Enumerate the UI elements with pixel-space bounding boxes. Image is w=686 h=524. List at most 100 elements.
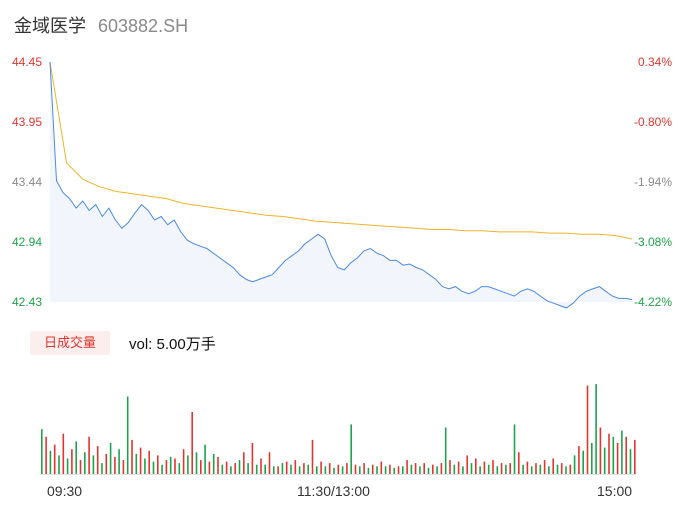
volume-bar [290,464,292,474]
volume-bar [303,463,305,474]
price-tick-label: 44.45 [12,55,43,69]
stock-code: 603882.SH [98,16,189,36]
volume-bar [543,460,546,474]
volume-bar [204,444,206,474]
volume-bar [436,466,438,475]
volume-bar [402,466,404,475]
volume-bar [492,460,494,474]
volume-bar [139,447,142,474]
price-tick-label: 43.95 [12,115,43,129]
volume-bar [427,467,430,474]
volume-bar [453,464,456,474]
volume-bar [621,430,623,474]
volume-bar [634,439,636,474]
volume-bar [535,463,537,474]
volume-bar [608,433,610,474]
x-tick-open: 09:30 [47,483,83,499]
volume-bar [247,463,249,474]
volume-bar [217,456,219,474]
volume-bar [208,461,211,474]
volume-bar [419,466,421,475]
volume-bar [522,464,524,474]
volume-bar [616,443,619,474]
volume-bar [152,461,155,474]
volume-bar [629,449,632,474]
volume-bar [496,466,499,475]
volume-bar [109,443,112,474]
volume-bar [397,466,400,475]
volume-bar [165,460,168,474]
volume-bar [350,424,352,474]
volume-bar [612,436,615,474]
volume-bar [552,458,554,474]
x-tick-midday: 11:30/13:00 [297,483,370,499]
avg-price-line [49,61,633,240]
volume-bar [88,436,90,474]
volume-bar [444,427,447,474]
volume-bar [45,436,47,474]
volume-bar [126,396,129,474]
stock-header: 金域医学 603882.SH [14,12,188,40]
volume-bar [578,446,580,474]
volume-bar [569,464,572,474]
volume-bar [367,467,370,474]
stock-name: 金域医学 [14,16,86,37]
volume-bar [526,461,529,474]
volume-bar [200,460,202,474]
volume-bar [307,464,309,474]
volume-bar [148,450,150,475]
volume-bar [599,427,602,474]
volume-bar [573,455,576,474]
volume-bar [487,464,490,474]
volume-bar [333,467,335,474]
volume-bar [560,463,563,474]
volume-bar [470,463,473,474]
volume-bar [75,441,77,474]
volume-bar [586,385,589,474]
volume-bar [225,461,228,474]
volume-bar [49,450,52,475]
volume-label-badge: 日成交量 [30,331,110,355]
volume-bar [346,463,348,474]
volume-bar [58,455,60,474]
volume-bar [406,460,408,474]
volume-bar [505,464,507,474]
volume-bar [389,464,391,474]
volume-bar [53,444,56,474]
volume-bar [182,449,185,474]
volume-bar [238,460,241,474]
price-area-fill [50,62,632,308]
volume-bar [376,466,378,475]
volume-bar [371,464,374,474]
volume-bar [122,460,125,474]
volume-bar [71,449,73,474]
volume-bar [548,466,550,475]
volume-bar [96,446,99,474]
volume-bar [101,463,103,474]
volume-bar [234,463,236,474]
volume-bar [423,463,425,474]
volume-bar [462,466,464,475]
volume-bar [268,452,271,474]
volume-bar [483,461,486,474]
volume-bar [243,452,245,474]
volume-bar [169,456,172,474]
volume-bar [565,466,567,475]
price-tick-label: 43.44 [12,175,43,189]
x-tick-close: 15:00 [597,483,633,499]
volume-bar [277,466,279,475]
volume-bar [449,460,451,474]
volume-bar [62,433,65,474]
volume-bar [131,439,133,474]
volume-bar [337,464,340,474]
volume-bar [324,466,327,475]
volume-bar [298,466,301,475]
volume-bar [466,455,468,474]
volume-bar [294,460,297,474]
volume-bar [625,436,627,474]
volume-bar [518,452,520,474]
volume-bar [114,456,116,474]
volume-bar [591,443,593,474]
volume-bar [285,461,288,474]
percent-tick-label: -3.08% [633,235,672,249]
